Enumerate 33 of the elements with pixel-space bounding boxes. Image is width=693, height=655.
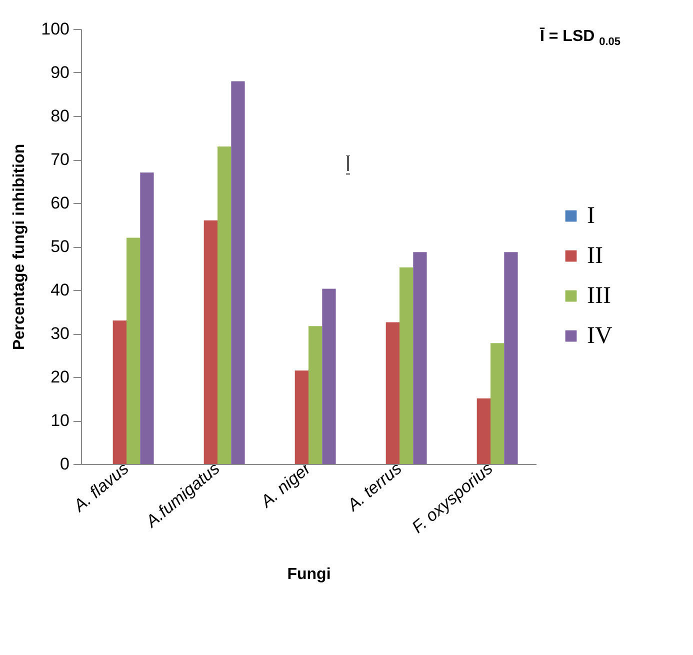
y-axis-title: Percentage fungi inhibition — [11, 144, 28, 350]
bar — [386, 322, 400, 464]
x-axis-title: Fungi — [287, 566, 331, 584]
y-tick-label: 90 — [50, 63, 70, 82]
bar — [308, 326, 322, 464]
text: Ī = LSD $_{0.05}$ — [540, 28, 621, 48]
bar — [204, 220, 218, 464]
legend-label: IV — [587, 323, 613, 349]
legend-label: I — [587, 203, 595, 229]
bar — [218, 146, 232, 464]
y-tick-label: 10 — [50, 411, 70, 430]
bar — [231, 81, 245, 464]
y-tick-label: 30 — [50, 324, 70, 343]
bar — [294, 370, 308, 464]
bar — [112, 320, 126, 464]
bar — [504, 252, 518, 464]
bar — [400, 267, 414, 464]
bar — [140, 172, 154, 464]
y-tick-label: 70 — [50, 150, 70, 169]
y-tick-label: 40 — [50, 280, 70, 300]
y-tick-label: 50 — [50, 237, 70, 256]
y-tick-label: 20 — [50, 368, 70, 386]
y-tick-label: 0 — [60, 454, 70, 474]
bar — [476, 398, 490, 464]
y-tick-label: 100 — [41, 20, 70, 38]
legend-label: II — [587, 243, 603, 269]
legend-label: III — [587, 283, 611, 309]
bar — [490, 343, 504, 464]
y-tick-label: 60 — [50, 194, 70, 212]
y-tick-label: 80 — [50, 106, 70, 126]
bar — [126, 238, 140, 464]
bar — [413, 252, 427, 464]
bar — [322, 288, 336, 464]
